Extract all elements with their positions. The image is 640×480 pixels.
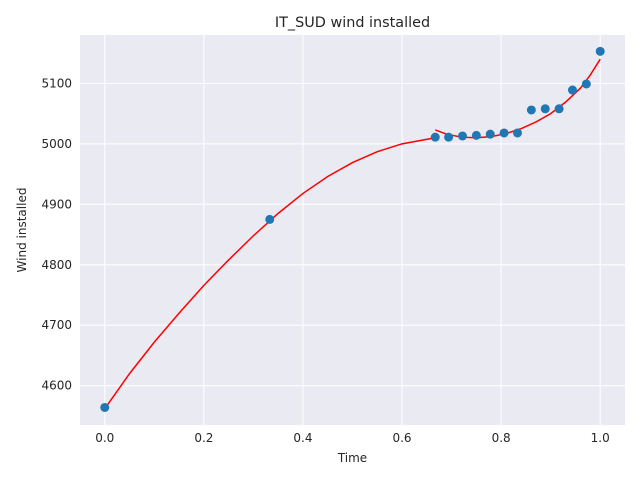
y-tick-label: 4800 — [41, 258, 72, 272]
data-point — [581, 79, 591, 89]
data-point — [540, 104, 550, 114]
y-tick-label: 5000 — [41, 137, 72, 151]
y-axis-label: Wind installed — [15, 188, 29, 273]
data-point — [512, 128, 522, 138]
x-tick-label: 0.2 — [194, 431, 213, 445]
x-tick-label: 0.8 — [492, 431, 511, 445]
x-tick-label: 0.6 — [392, 431, 411, 445]
data-point — [265, 214, 275, 224]
data-point — [554, 104, 564, 114]
data-point — [526, 105, 536, 115]
y-axis-ticks: 4600 4700 4800 4900 5000 5100 — [41, 76, 72, 392]
grid — [80, 35, 625, 425]
data-point — [471, 130, 481, 140]
data-point — [457, 131, 467, 141]
plot-area — [80, 35, 625, 425]
data-point — [100, 402, 110, 412]
y-tick-label: 4900 — [41, 197, 72, 211]
x-tick-label: 0.0 — [95, 431, 114, 445]
x-tick-label: 1.0 — [591, 431, 610, 445]
data-point — [499, 128, 509, 138]
data-point — [595, 46, 605, 56]
y-tick-label: 4700 — [41, 318, 72, 332]
chart-title: IT_SUD wind installed — [275, 15, 430, 31]
series-layer — [100, 46, 605, 412]
data-point — [430, 132, 440, 142]
x-axis-label: Time — [337, 451, 367, 465]
fit-curve — [104, 137, 432, 410]
data-point — [567, 85, 577, 95]
x-tick-label: 0.4 — [293, 431, 312, 445]
data-point — [444, 132, 454, 142]
x-axis-ticks: 0.0 0.2 0.4 0.6 0.8 1.0 — [95, 431, 610, 445]
y-tick-label: 4600 — [41, 379, 72, 393]
y-tick-label: 5100 — [41, 76, 72, 90]
data-point — [485, 129, 495, 139]
